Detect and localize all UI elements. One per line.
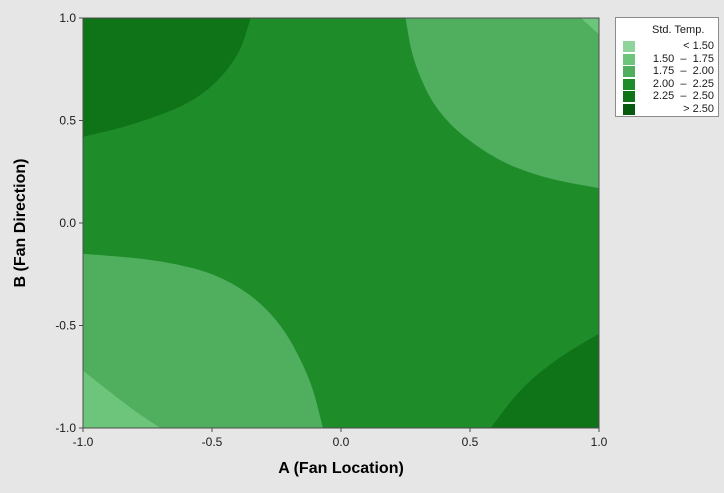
y-tick-label: -1.0 [55,421,76,435]
y-tick-label: 0.0 [59,216,76,230]
legend-title: Std. Temp. [652,24,705,36]
x-tick-label: 1.0 [591,435,608,449]
legend-label: > 2.50 [683,102,714,115]
legend-item: 2.00 – 2.25 [623,78,719,92]
legend-item: 1.50 – 1.75 [623,53,719,67]
y-axis-title: B (Fan Direction) [12,159,29,288]
x-axis-title: A (Fan Location) [278,460,404,477]
contour-region-bottom-left [83,370,161,428]
contour-region-top-right [580,18,599,35]
x-tick-label: -1.0 [73,435,94,449]
legend-item: 1.75 – 2.00 [623,65,719,79]
contour-region-bottom-right [490,333,599,428]
legend-swatch [623,66,635,77]
legend-label: 1.50 – 1.75 [652,52,714,65]
y-tick-label: 0.5 [59,114,76,128]
legend-item: 2.25 – 2.50 [623,90,719,104]
legend-swatch [623,103,635,115]
legend-item: > 2.50 [623,103,719,117]
legend-label: 1.75 – 2.00 [652,65,714,77]
contour-region-top-right [405,18,599,189]
legend-swatch [623,53,635,65]
legend-label: 2.25 – 2.50 [652,90,714,102]
legend-item: < 1.50 [623,40,719,54]
x-tick-label: 0.0 [333,435,350,449]
y-tick-label: -0.5 [55,319,76,333]
contour-region-top-left [83,18,251,137]
legend: Std. Temp. < 1.50 1.50 – 1.75 1.75 – 2.00 2… [615,17,719,117]
legend-swatch [623,91,635,102]
y-tick-label: 1.0 [59,11,76,25]
x-tick-label: 0.5 [462,435,479,449]
legend-swatch [623,41,635,52]
legend-label: < 1.50 [683,40,714,52]
legend-swatch [623,78,635,90]
legend-label: 2.00 – 2.25 [652,77,714,90]
x-tick-label: -0.5 [202,435,223,449]
contour-region-bottom-left [83,253,323,428]
